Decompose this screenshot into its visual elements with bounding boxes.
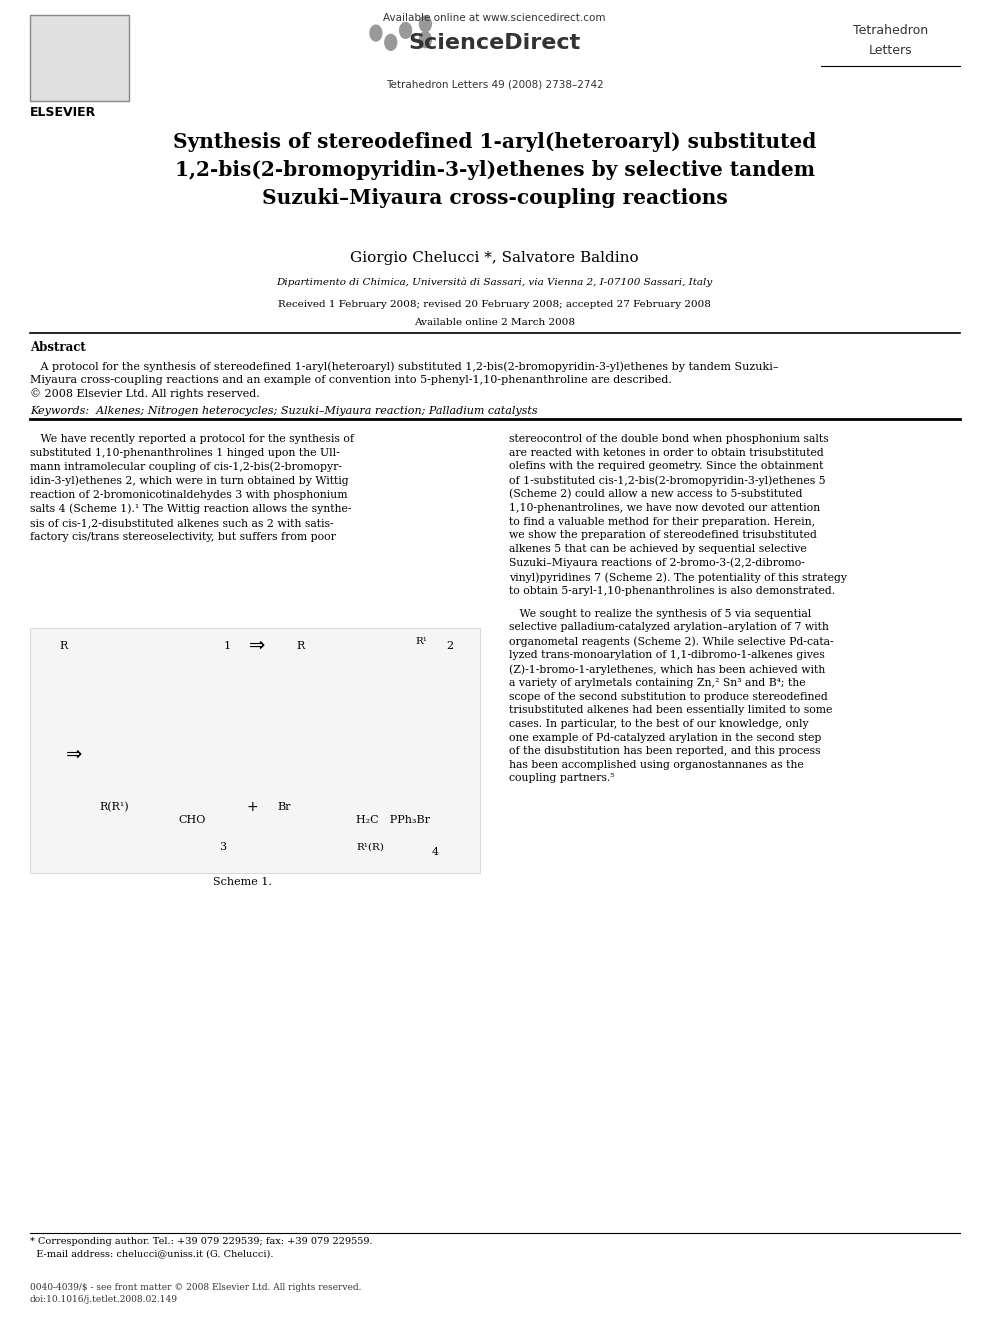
Text: We have recently reported a protocol for the synthesis of
substituted 1,10-phena: We have recently reported a protocol for…: [30, 434, 354, 541]
Text: 3: 3: [219, 841, 226, 852]
Text: ⇒: ⇒: [66, 745, 82, 763]
Text: Available online 2 March 2008: Available online 2 March 2008: [414, 318, 575, 327]
Text: A protocol for the synthesis of stereodefined 1-aryl(heteroaryl) substituted 1,2: A protocol for the synthesis of stereode…: [30, 361, 778, 400]
Text: 2: 2: [446, 640, 453, 651]
Text: R¹(R): R¹(R): [356, 843, 384, 851]
Text: Dipartimento di Chimica, Università di Sassari, via Vienna 2, I-07100 Sassari, I: Dipartimento di Chimica, Università di S…: [277, 278, 712, 287]
Text: 1: 1: [224, 640, 231, 651]
Text: Available online at www.sciencedirect.com: Available online at www.sciencedirect.co…: [383, 13, 606, 24]
Text: CHO: CHO: [178, 815, 205, 826]
Circle shape: [400, 22, 412, 38]
Text: ScienceDirect: ScienceDirect: [409, 33, 580, 53]
FancyBboxPatch shape: [30, 628, 480, 873]
Text: Synthesis of stereodefined 1-aryl(heteroaryl) substituted
1,2-bis(2-bromopyridin: Synthesis of stereodefined 1-aryl(hetero…: [173, 132, 816, 208]
Circle shape: [420, 16, 432, 32]
Text: R(R¹): R(R¹): [99, 802, 129, 812]
Text: +: +: [246, 800, 258, 814]
Text: H₂C PPh₃Br: H₂C PPh₃Br: [356, 815, 431, 826]
Text: R: R: [297, 640, 305, 651]
Text: Received 1 February 2008; revised 20 February 2008; accepted 27 February 2008: Received 1 February 2008; revised 20 Feb…: [278, 300, 711, 310]
Text: Keywords:  Alkenes; Nitrogen heterocycles; Suzuki–Miyaura reaction; Palladium ca: Keywords: Alkenes; Nitrogen heterocycles…: [30, 406, 538, 417]
Text: R¹: R¹: [416, 638, 428, 646]
Text: Abstract: Abstract: [30, 341, 85, 355]
Text: We sought to realize the synthesis of 5 via sequential
selective palladium-catal: We sought to realize the synthesis of 5 …: [510, 609, 834, 783]
Text: Letters: Letters: [869, 44, 912, 57]
Text: ⇒: ⇒: [249, 636, 266, 655]
Text: 0040-4039/$ - see front matter © 2008 Elsevier Ltd. All rights reserved.
doi:10.: 0040-4039/$ - see front matter © 2008 El…: [30, 1283, 361, 1304]
Text: Giorgio Chelucci *, Salvatore Baldino: Giorgio Chelucci *, Salvatore Baldino: [350, 251, 639, 266]
Circle shape: [385, 34, 397, 50]
Text: R: R: [60, 640, 67, 651]
FancyBboxPatch shape: [30, 15, 129, 101]
Text: Scheme 1.: Scheme 1.: [213, 877, 272, 888]
Text: * Corresponding author. Tel.: +39 079 229539; fax: +39 079 229559.
  E-mail addr: * Corresponding author. Tel.: +39 079 22…: [30, 1237, 372, 1258]
Circle shape: [370, 25, 382, 41]
Text: Tetrahedron Letters 49 (2008) 2738–2742: Tetrahedron Letters 49 (2008) 2738–2742: [386, 79, 603, 90]
Text: Tetrahedron: Tetrahedron: [853, 24, 928, 37]
Text: stereocontrol of the double bond when phosphonium salts
are reacted with ketones: stereocontrol of the double bond when ph…: [510, 434, 847, 597]
Text: Br: Br: [277, 802, 291, 812]
Text: 4: 4: [432, 847, 438, 857]
Circle shape: [420, 32, 432, 48]
Text: ELSEVIER: ELSEVIER: [30, 106, 96, 119]
